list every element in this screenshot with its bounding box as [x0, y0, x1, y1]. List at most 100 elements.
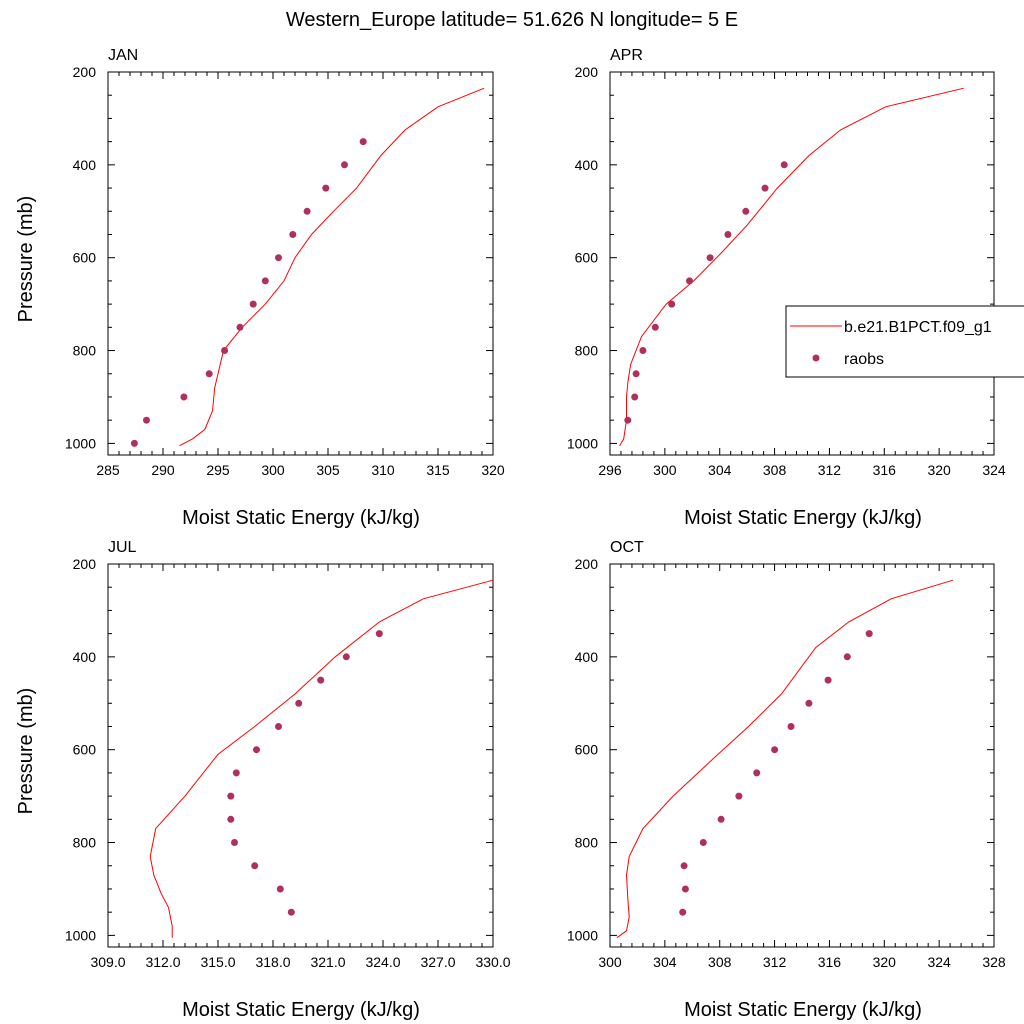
- panel-apr: APR Moist Static Energy (kJ/kg) 296 300 30…: [567, 47, 1006, 529]
- raobs-point: [865, 630, 873, 638]
- x-tick-label: 308: [708, 954, 732, 970]
- raobs-point: [679, 908, 687, 916]
- x-tick-label: 300: [653, 462, 677, 478]
- x-tick-label: 290: [151, 462, 175, 478]
- raobs-point: [780, 161, 788, 169]
- raobs-point: [632, 370, 640, 378]
- raobs-point: [843, 653, 851, 661]
- raobs-point: [236, 323, 244, 331]
- raobs-point: [761, 184, 769, 192]
- y-tick-label: 400: [575, 157, 599, 173]
- raobs-point: [289, 231, 297, 238]
- x-tick-label: 309.0: [90, 954, 125, 970]
- x-tick-label: 328: [982, 954, 1006, 970]
- x-tick-label: 310: [371, 462, 395, 478]
- raobs-point: [805, 699, 813, 707]
- raobs-point: [706, 254, 714, 262]
- raobs-point: [341, 161, 348, 169]
- y-tick-label: 600: [575, 742, 599, 758]
- raobs-point: [824, 676, 832, 684]
- y-tick-label: 800: [73, 835, 97, 851]
- y-tick-label: 400: [575, 649, 599, 665]
- x-tick-label: 300: [261, 462, 285, 478]
- legend-model-label: b.e21.B1PCT.f09_g1: [844, 319, 992, 336]
- x-tick-label: 312: [763, 954, 787, 970]
- y-tick-label: 600: [575, 250, 599, 266]
- x-tick-label: 296: [598, 462, 622, 478]
- raobs-point: [668, 300, 676, 308]
- x-tick-label: 330.0: [475, 954, 510, 970]
- y-tick-label: 400: [73, 649, 97, 665]
- x-tick-label: 304: [708, 462, 732, 478]
- figure-title: Western_Europe latitude= 51.626 N longit…: [286, 9, 738, 31]
- x-tick-label: 320: [873, 954, 897, 970]
- y-axis-label: Pressure (mb): [15, 688, 37, 815]
- legend-obs-label: raobs: [844, 351, 884, 368]
- y-tick-label: 600: [73, 742, 97, 758]
- panel-title: JAN: [108, 47, 138, 64]
- raobs-point: [680, 862, 688, 870]
- panel-oct: OCT Moist Static Energy (kJ/kg) 300 304 30…: [567, 539, 1006, 1021]
- x-tick-label: 321.0: [310, 954, 345, 970]
- raobs-point: [227, 815, 235, 823]
- raobs-point: [724, 231, 732, 238]
- raobs-point: [295, 699, 303, 707]
- x-tick-label: 315.0: [200, 954, 235, 970]
- x-tick-label: 300: [598, 954, 622, 970]
- raobs-point: [251, 862, 259, 870]
- y-tick-label: 1000: [567, 927, 598, 943]
- x-tick-label: 308: [763, 462, 787, 478]
- raobs-point: [227, 792, 235, 800]
- x-tick-label: 285: [96, 462, 120, 478]
- raobs-point: [771, 746, 779, 754]
- raobs-point: [275, 723, 282, 730]
- y-tick-label: 1000: [65, 927, 96, 943]
- raobs-point: [143, 416, 150, 424]
- y-tick-label: 200: [73, 556, 97, 572]
- raobs-point: [180, 393, 188, 401]
- raobs-point: [342, 653, 350, 661]
- x-axis-label: Moist Static Energy (kJ/kg): [684, 999, 922, 1021]
- plot-frame: [609, 71, 995, 456]
- raobs-point: [624, 416, 632, 424]
- model-profile-line: [179, 87, 485, 447]
- panel-jan: JAN Moist Static Energy (kJ/kg) Pressure…: [15, 47, 505, 529]
- raobs-point: [275, 254, 282, 262]
- x-tick-label: 304: [653, 954, 677, 970]
- y-tick-label: 200: [575, 64, 599, 80]
- x-axis-label: Moist Static Energy (kJ/kg): [182, 999, 420, 1021]
- raobs-point: [287, 908, 295, 916]
- raobs-point: [631, 393, 639, 401]
- y-tick-label: 200: [73, 64, 97, 80]
- y-tick-label: 1000: [567, 435, 598, 451]
- raobs-point: [261, 277, 269, 285]
- y-tick-label: 800: [73, 343, 97, 359]
- x-tick-label: 315: [426, 462, 450, 478]
- x-tick-label: 316: [873, 462, 897, 478]
- raobs-point: [681, 885, 689, 893]
- raobs-point: [787, 723, 795, 730]
- raobs-point: [317, 676, 325, 684]
- x-tick-label: 312.0: [145, 954, 180, 970]
- raobs-point: [742, 207, 750, 215]
- y-axis-label: Pressure (mb): [15, 196, 37, 323]
- raobs-point: [639, 347, 647, 354]
- raobs-point: [276, 885, 284, 893]
- raobs-point: [375, 630, 383, 638]
- legend-obs-marker: [812, 354, 820, 362]
- raobs-point: [651, 323, 659, 331]
- x-tick-label: 312: [818, 462, 842, 478]
- raobs-point: [232, 769, 240, 777]
- x-axis-label: Moist Static Energy (kJ/kg): [182, 507, 420, 529]
- model-profile-line: [149, 579, 494, 938]
- x-tick-label: 324.0: [365, 954, 400, 970]
- raobs-point: [359, 138, 367, 146]
- x-tick-label: 324: [927, 954, 951, 970]
- raobs-point: [753, 769, 761, 777]
- panel-title: JUL: [108, 539, 137, 556]
- y-tick-label: 1000: [65, 435, 96, 451]
- model-profile-line: [616, 579, 954, 939]
- panel-title: OCT: [610, 539, 644, 556]
- x-axis-label: Moist Static Energy (kJ/kg): [684, 507, 922, 529]
